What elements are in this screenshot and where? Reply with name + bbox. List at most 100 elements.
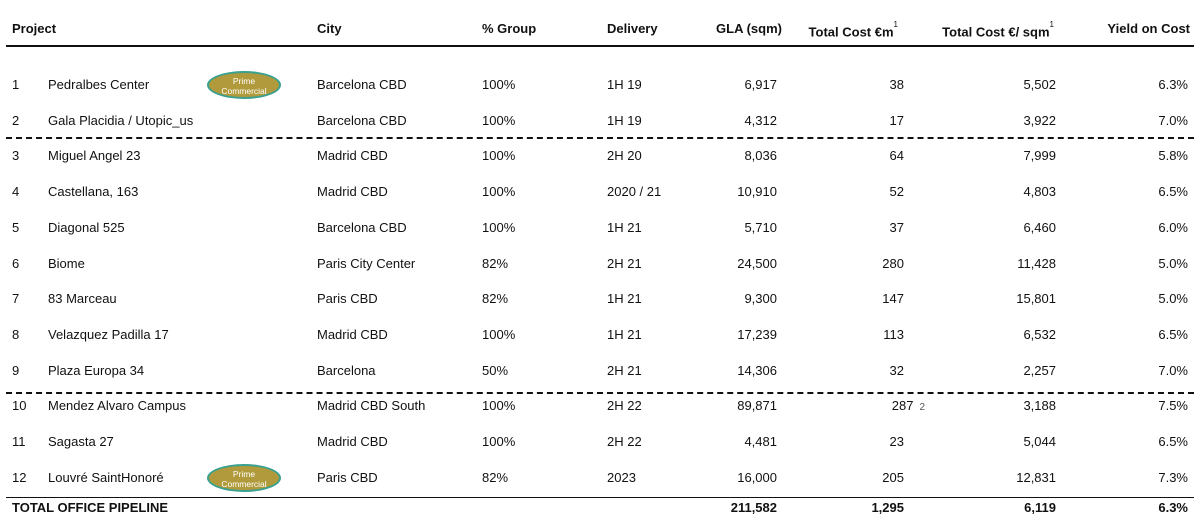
dashed-rule bbox=[6, 392, 1194, 394]
row-number: 5 bbox=[12, 219, 20, 235]
row-number: 10 bbox=[12, 398, 27, 414]
total-cost: 17 bbox=[889, 112, 904, 128]
cost-per-sqm: 15,801 bbox=[1016, 291, 1056, 307]
gla: 5,710 bbox=[744, 219, 777, 235]
delivery: 2020 / 21 bbox=[607, 184, 662, 200]
header-text: Delivery bbox=[607, 21, 658, 36]
footnote-mark: 1 bbox=[893, 20, 898, 29]
badge-text: Prime bbox=[232, 468, 256, 479]
yield: 7.3% bbox=[1158, 469, 1188, 485]
project-name: Pedralbes Center bbox=[48, 77, 150, 92]
delivery: 1H 21 bbox=[607, 291, 642, 307]
yield: 6.5% bbox=[1158, 434, 1188, 449]
row-number: 3 bbox=[12, 148, 20, 164]
gla: 17,239 bbox=[737, 326, 777, 342]
project-name: Mendez Alvaro Campus bbox=[48, 398, 187, 414]
total-rule bbox=[6, 497, 1194, 498]
delivery: 2H 22 bbox=[607, 434, 642, 449]
project-name: Sagasta 27 bbox=[48, 434, 114, 449]
city: Madrid CBD bbox=[317, 148, 388, 164]
cost-per-sqm: 3,922 bbox=[1023, 112, 1056, 128]
yield: 6.3% bbox=[1158, 77, 1188, 92]
prime-badge: Prime Commercial bbox=[207, 463, 281, 492]
project-name: Castellana, 163 bbox=[48, 184, 139, 200]
total-value: 1,295 bbox=[871, 500, 904, 515]
cost-value: 287 bbox=[891, 398, 914, 414]
total-cost: 147 bbox=[882, 291, 904, 307]
total-cost: 113 bbox=[883, 326, 904, 342]
delivery: 2H 21 bbox=[607, 255, 642, 271]
total-cost: 23 bbox=[889, 434, 904, 449]
yield: 5.0% bbox=[1158, 291, 1188, 307]
city: Paris CBD bbox=[317, 469, 378, 485]
group-share: 82% bbox=[482, 291, 509, 307]
header-text: % Group bbox=[482, 21, 537, 36]
gla: 8,036 bbox=[744, 148, 777, 164]
badge-text: Prime bbox=[232, 76, 256, 86]
city: Paris City Center bbox=[317, 255, 416, 271]
header-text: Yield on Cost bbox=[1107, 21, 1190, 36]
delivery: 1H 21 bbox=[607, 326, 642, 342]
column-header: Yield on Cost bbox=[1107, 21, 1190, 37]
yield: 6.5% bbox=[1158, 326, 1188, 342]
gla: 24,500 bbox=[737, 255, 777, 271]
cost-per-sqm: 11,428 bbox=[1017, 255, 1056, 271]
delivery: 1H 21 bbox=[607, 219, 642, 235]
group-share: 50% bbox=[482, 362, 509, 378]
project-name: Plaza Europa 34 bbox=[48, 362, 145, 378]
column-header: Delivery bbox=[607, 21, 658, 37]
gla: 4,481 bbox=[744, 434, 777, 449]
cost-per-sqm: 5,502 bbox=[1023, 77, 1056, 92]
row-number: 7 bbox=[12, 291, 20, 307]
delivery: 1H 19 bbox=[607, 77, 642, 92]
group-share: 100% bbox=[482, 184, 516, 200]
prime-badge: Prime Commercial bbox=[207, 71, 281, 99]
total-cost: 38 bbox=[889, 77, 904, 92]
yield: 6.5% bbox=[1158, 184, 1188, 200]
total-cost: 32 bbox=[889, 362, 904, 378]
total-value: 6.3% bbox=[1158, 500, 1188, 515]
city: Madrid CBD bbox=[317, 184, 388, 200]
city: Madrid CBD bbox=[317, 326, 388, 342]
total-label: TOTAL OFFICE PIPELINE bbox=[12, 500, 169, 515]
city: Barcelona bbox=[317, 362, 376, 378]
total-cost: 52 bbox=[889, 184, 904, 200]
cost-per-sqm: 4,803 bbox=[1023, 184, 1056, 200]
city: Barcelona CBD bbox=[317, 77, 407, 92]
group-share: 100% bbox=[482, 219, 516, 235]
header-text: GLA (sqm) bbox=[716, 21, 782, 36]
project-name: Biome bbox=[48, 255, 85, 271]
row-number: 1 bbox=[12, 77, 20, 92]
header-text: Project bbox=[12, 21, 57, 36]
total-cost: 205 bbox=[882, 469, 904, 485]
cost-per-sqm: 5,044 bbox=[1023, 434, 1056, 449]
cost-per-sqm: 6,460 bbox=[1023, 219, 1056, 235]
row-number: 8 bbox=[12, 326, 20, 342]
total-value: 211,582 bbox=[730, 500, 777, 515]
delivery: 2H 20 bbox=[607, 148, 642, 164]
city: Madrid CBD South bbox=[317, 398, 426, 414]
column-header: Total Cost €/ sqm1 bbox=[942, 20, 1054, 40]
city: Barcelona CBD bbox=[317, 112, 407, 128]
group-share: 100% bbox=[482, 77, 516, 92]
yield: 7.5% bbox=[1158, 398, 1188, 414]
header-text: Total Cost €/ sqm bbox=[942, 24, 1050, 40]
gla: 6,917 bbox=[744, 77, 777, 92]
row-number: 11 bbox=[12, 434, 26, 449]
group-share: 82% bbox=[482, 255, 509, 271]
total-cost: 64 bbox=[889, 148, 904, 164]
gla: 16,000 bbox=[737, 469, 777, 485]
yield: 5.8% bbox=[1158, 148, 1188, 164]
city: Paris CBD bbox=[317, 291, 378, 307]
cost-per-sqm: 7,999 bbox=[1023, 148, 1056, 164]
cost-per-sqm: 2,257 bbox=[1023, 362, 1056, 378]
delivery: 2H 22 bbox=[607, 398, 642, 414]
group-share: 100% bbox=[482, 326, 516, 342]
header-text: City bbox=[317, 21, 342, 36]
total-cost: 287 2 bbox=[800, 398, 925, 416]
column-header: % Group bbox=[482, 21, 536, 37]
gla: 9,300 bbox=[744, 291, 777, 307]
dashed-rule bbox=[6, 137, 1194, 139]
city: Madrid CBD bbox=[317, 434, 388, 449]
